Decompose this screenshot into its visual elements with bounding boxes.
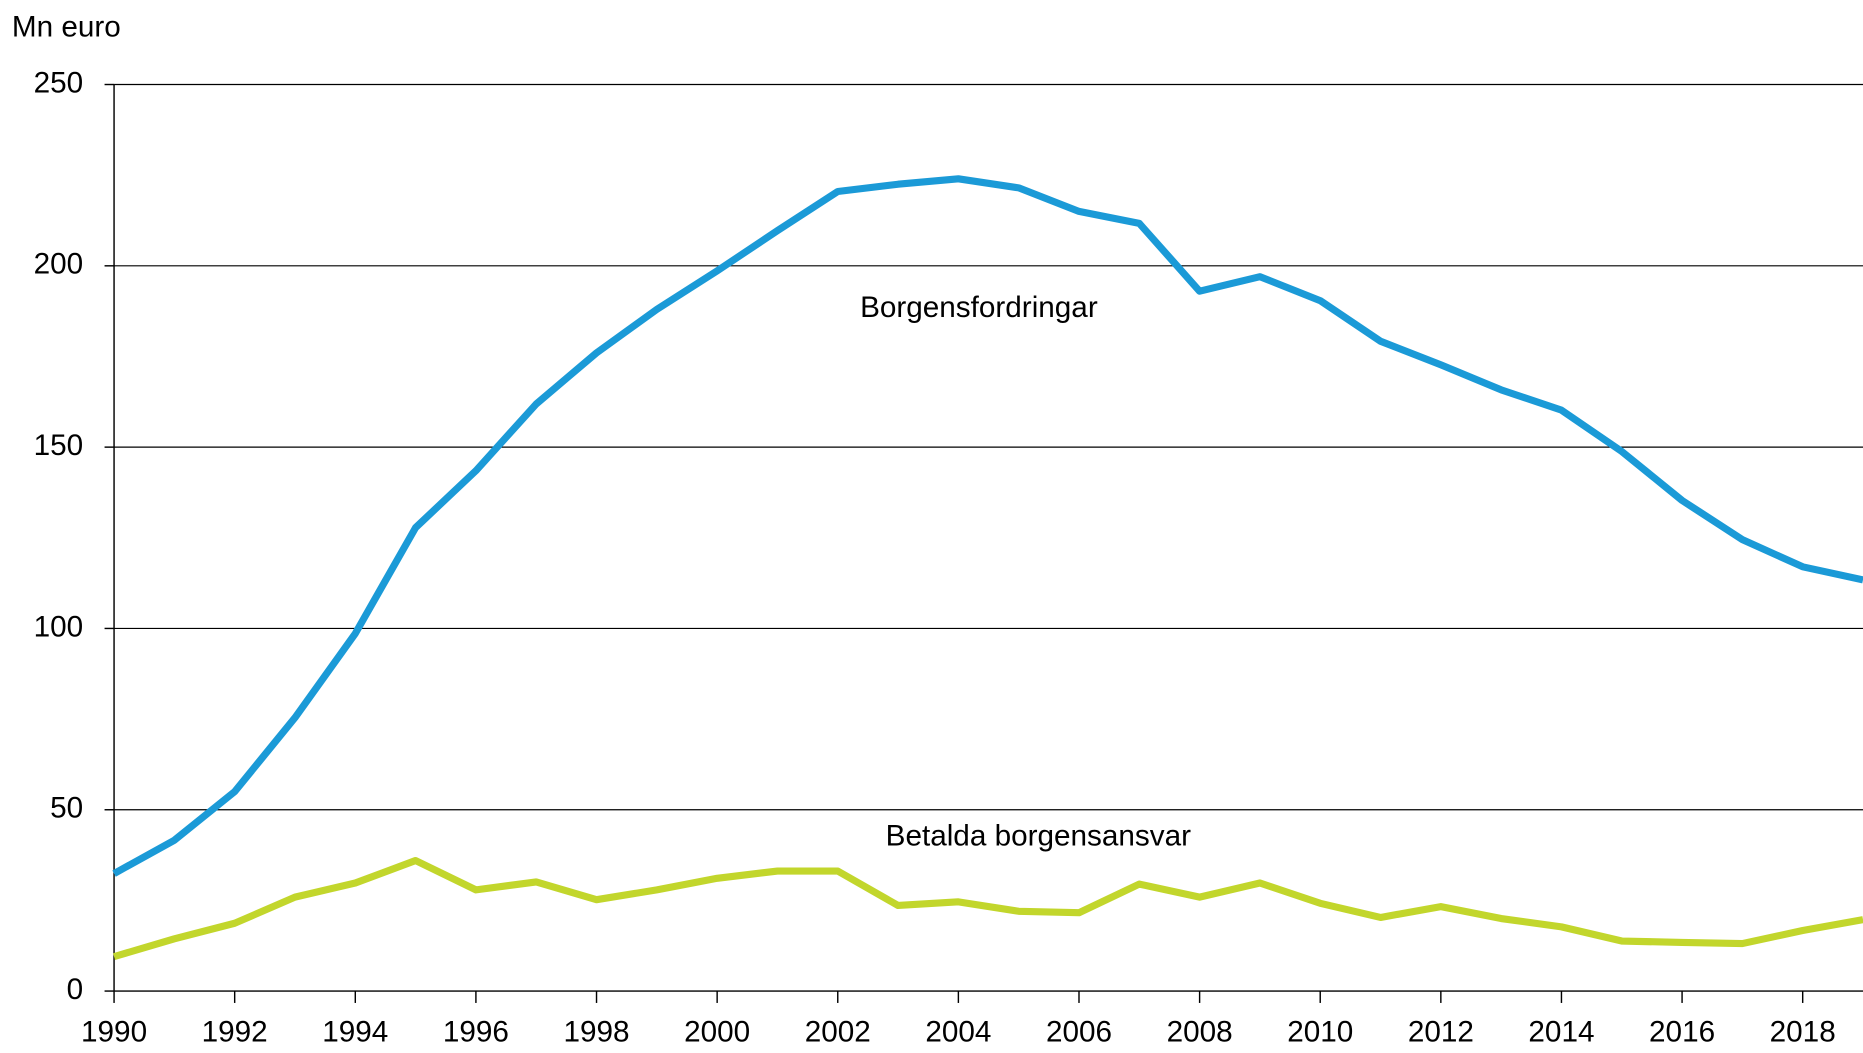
x-tick-label: 2002 <box>805 1016 871 1049</box>
x-tick-label: 1996 <box>443 1016 509 1049</box>
y-tick-label: 50 <box>50 792 83 825</box>
x-tick-label: 2008 <box>1167 1016 1233 1049</box>
x-tick-label: 1998 <box>564 1016 630 1049</box>
x-tick-label: 2010 <box>1287 1016 1353 1049</box>
series-label: Betalda borgensansvar <box>886 820 1191 853</box>
y-tick-label: 100 <box>34 610 84 643</box>
x-tick-label: 2000 <box>684 1016 750 1049</box>
y-tick-label: 150 <box>34 429 84 462</box>
x-tick-label: 2014 <box>1528 1016 1594 1049</box>
series-label: Borgensfordringar <box>860 291 1098 324</box>
y-tick-label: 0 <box>67 973 84 1006</box>
y-axis-label: Mn euro <box>12 11 121 44</box>
y-tick-label: 200 <box>34 248 84 281</box>
x-tick-label: 1990 <box>81 1016 147 1049</box>
series-line <box>113 856 1863 961</box>
y-tick-label: 250 <box>34 66 84 99</box>
x-tick-label: 1994 <box>322 1016 388 1049</box>
x-tick-label: 2018 <box>1770 1016 1836 1049</box>
series-line <box>112 175 1863 877</box>
x-tick-label: 2004 <box>925 1016 991 1049</box>
x-tick-label: 1992 <box>202 1016 268 1049</box>
x-tick-label: 2016 <box>1649 1016 1715 1049</box>
x-tick-label: 2006 <box>1046 1016 1112 1049</box>
x-tick-label: 2012 <box>1408 1016 1474 1049</box>
